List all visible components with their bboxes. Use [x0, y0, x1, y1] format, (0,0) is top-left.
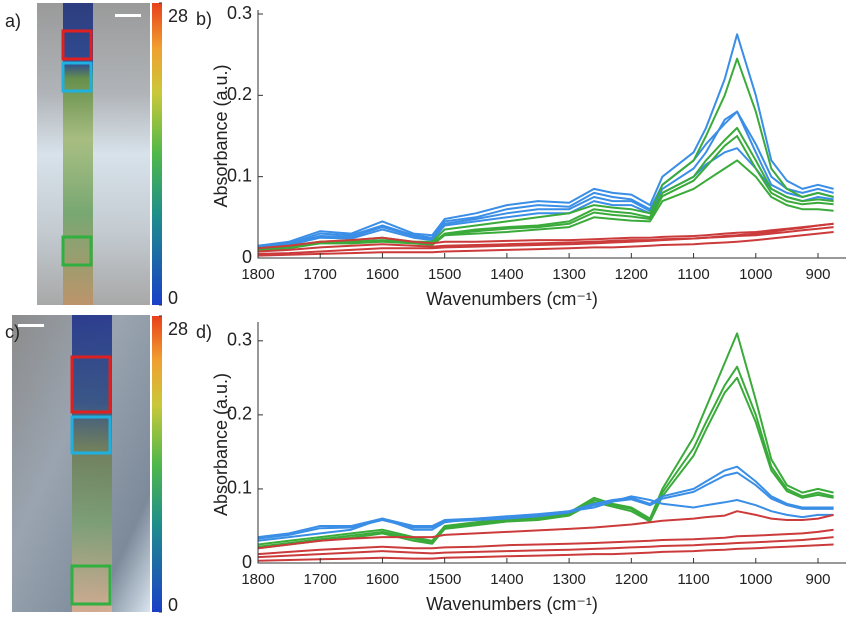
x-tick-label: 1300 — [552, 266, 585, 283]
x-tick-label: 900 — [805, 266, 830, 283]
spectrum-line — [257, 147, 834, 250]
x-tick-label: 900 — [805, 571, 830, 588]
spectrum-line — [257, 222, 834, 250]
map-strip — [63, 3, 93, 305]
panel-label: b) — [196, 9, 212, 29]
x-tick-label: 1200 — [615, 266, 648, 283]
scale-bar — [18, 324, 44, 327]
colorbar-tick-label: 28 — [168, 6, 188, 26]
x-tick-label: 1100 — [677, 266, 709, 283]
y-tick-label: 0.1 — [227, 478, 252, 498]
y-axis-label: Absorbance (a.u.) — [211, 64, 231, 207]
x-tick-label: 1200 — [615, 571, 648, 588]
x-tick-label: 1000 — [739, 266, 772, 283]
x-tick-label: 1700 — [304, 571, 337, 588]
panel-label: c) — [5, 322, 20, 342]
map-strip — [72, 315, 112, 612]
colorbar — [152, 316, 162, 612]
x-tick-label: 1600 — [366, 266, 399, 283]
scale-bar — [115, 14, 141, 17]
x-tick-label: 1800 — [241, 571, 274, 588]
spectrum-line — [257, 471, 834, 540]
spectrum-line — [257, 528, 834, 556]
spectrum-line — [257, 110, 834, 247]
roi-box — [61, 29, 93, 61]
x-tick-label: 1500 — [428, 266, 461, 283]
x-axis-label: Wavenumbers (cm⁻¹) — [426, 594, 598, 614]
panel-label: a) — [5, 11, 21, 31]
y-tick-label: 0.3 — [227, 330, 252, 350]
x-axis-label: Wavenumbers (cm⁻¹) — [426, 289, 598, 309]
y-tick-label: 0.2 — [227, 84, 252, 104]
x-tick-label: 1700 — [304, 266, 337, 283]
x-tick-label: 1300 — [552, 571, 585, 588]
spectrum-line — [257, 465, 834, 539]
spectrum-line — [257, 332, 834, 546]
x-tick-label: 1100 — [677, 571, 709, 588]
roi-box — [61, 61, 93, 93]
spectrum-line — [257, 365, 834, 548]
axis-line — [257, 10, 846, 259]
colorbar-tick-label: 0 — [168, 288, 178, 308]
spectrum-line — [257, 126, 834, 250]
spectrum-line — [257, 231, 834, 257]
roi-box — [70, 355, 112, 414]
colorbar — [152, 3, 162, 305]
roi-box — [70, 415, 112, 455]
roi-box — [61, 235, 93, 267]
y-tick-label: 0.3 — [227, 3, 252, 23]
spectrum-line — [257, 226, 834, 253]
spectrum-line — [257, 495, 834, 542]
roi-box — [70, 564, 112, 606]
spectrum-line — [257, 222, 834, 255]
y-axis-label: Absorbance (a.u.) — [211, 373, 231, 516]
spectrum-line — [257, 510, 834, 550]
spectrum-line — [257, 543, 834, 562]
x-tick-label: 1800 — [241, 266, 274, 283]
colorbar-tick-label: 0 — [168, 595, 178, 615]
x-tick-label: 1000 — [739, 571, 772, 588]
y-tick-label: 0.1 — [227, 165, 252, 185]
micrograph — [37, 3, 150, 305]
y-tick-label: 0 — [242, 247, 252, 267]
y-tick-label: 0.2 — [227, 404, 252, 424]
spectrum-line — [257, 33, 834, 247]
spectrum-line — [257, 536, 834, 559]
x-tick-label: 1400 — [490, 571, 523, 588]
spectrum-line — [257, 376, 834, 550]
colorbar-tick-label: 28 — [168, 319, 188, 339]
y-tick-label: 0 — [242, 552, 252, 572]
spectrum-line — [257, 159, 834, 251]
spectrum-line — [257, 110, 834, 249]
x-tick-label: 1500 — [428, 571, 461, 588]
x-tick-label: 1600 — [366, 571, 399, 588]
x-tick-label: 1400 — [490, 266, 523, 283]
panel-label: d) — [196, 322, 212, 342]
